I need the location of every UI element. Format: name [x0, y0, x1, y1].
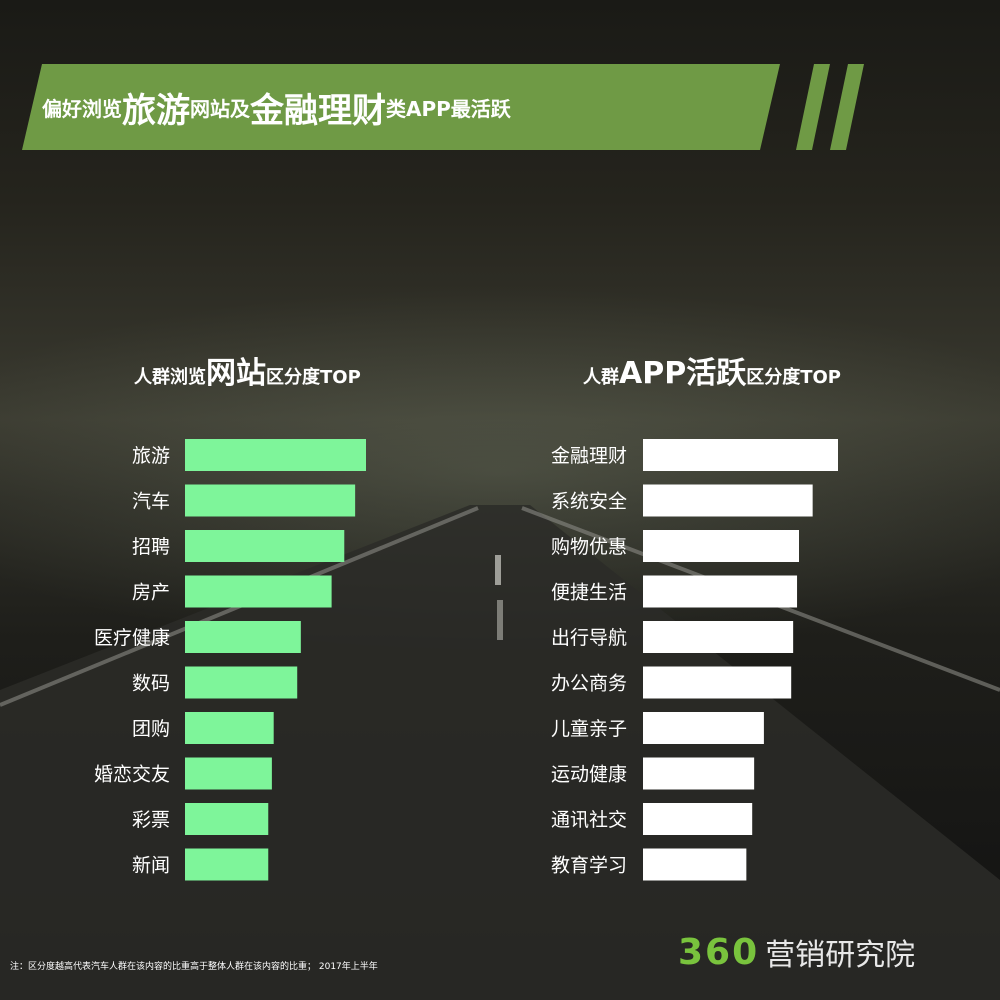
web-category-label: 招聘 — [132, 536, 170, 558]
app-category-label: 运动健康 — [551, 764, 627, 786]
web-category-label: 新闻 — [132, 855, 170, 877]
web-bar — [185, 803, 269, 835]
web-category-label: 团购 — [132, 718, 170, 740]
web-category-label: 医疗健康 — [94, 627, 170, 649]
title-part: 人群浏览 — [134, 367, 206, 388]
app-category-label: 便捷生活 — [551, 582, 627, 604]
web-category-label: 汽车 — [132, 491, 170, 513]
logo-text: 营销研究院 — [765, 938, 916, 973]
app-bar — [643, 575, 798, 608]
title-part: 网站及 — [190, 96, 250, 121]
title-banner — [22, 64, 780, 150]
app-category-label: 金融理财 — [551, 445, 627, 467]
title-part: APP活跃 — [619, 356, 747, 391]
app-category-label: 教育学习 — [551, 855, 627, 877]
web-category-label: 旅游 — [132, 445, 170, 467]
app-category-label: 购物优惠 — [551, 536, 627, 558]
web-bar — [185, 666, 298, 699]
title-part: 区分度TOP — [746, 367, 841, 388]
app-bar — [643, 484, 813, 517]
app-bar — [643, 712, 764, 744]
title-part: 区分度TOP — [266, 367, 361, 388]
web-bar — [185, 757, 272, 790]
web-bar — [185, 439, 366, 471]
web-bar — [185, 575, 332, 608]
app-bar — [643, 666, 792, 699]
banner-title: 偏好浏览 旅游 网站及 金融理财 类APP最活跃 — [42, 64, 762, 150]
app-category-label: 系统安全 — [551, 491, 627, 513]
web-bar — [185, 621, 301, 653]
web-category-label: 房产 — [132, 582, 170, 604]
app-category-label: 通讯社交 — [551, 809, 627, 831]
title-part: 网站 — [206, 356, 266, 391]
app-chart-title: 人群 APP活跃 区分度TOP — [583, 348, 841, 392]
app-category-label: 儿童亲子 — [551, 718, 627, 740]
app-bar — [643, 530, 799, 562]
logo-360: 360 营销研究院 — [678, 930, 915, 974]
web-bar — [185, 530, 345, 562]
app-bar — [643, 848, 747, 881]
app-bar — [643, 803, 753, 835]
title-part: 金融理财 — [250, 90, 386, 131]
logo-number: 360 — [678, 931, 760, 973]
app-bar — [643, 439, 838, 471]
title-part: 偏好浏览 — [42, 96, 122, 121]
title-part: 类APP最活跃 — [386, 96, 511, 121]
app-category-label: 出行导航 — [551, 627, 627, 649]
title-part: 旅游 — [122, 90, 190, 131]
footnote: 注：区分度越高代表汽车人群在该内容的比重高于整体人群在该内容的比重； 2017年… — [10, 962, 378, 972]
app-bar — [643, 621, 794, 653]
web-category-label: 婚恋交友 — [94, 764, 170, 786]
title-part: 人群 — [583, 367, 619, 388]
web-category-label: 彩票 — [132, 809, 170, 831]
web-chart-title: 人群浏览 网站 区分度TOP — [134, 348, 361, 392]
app-category-label: 办公商务 — [551, 673, 627, 695]
web-category-label: 数码 — [132, 673, 170, 695]
web-bar — [185, 712, 274, 744]
web-bar — [185, 484, 356, 517]
web-bar — [185, 848, 269, 881]
app-bar — [643, 757, 755, 790]
